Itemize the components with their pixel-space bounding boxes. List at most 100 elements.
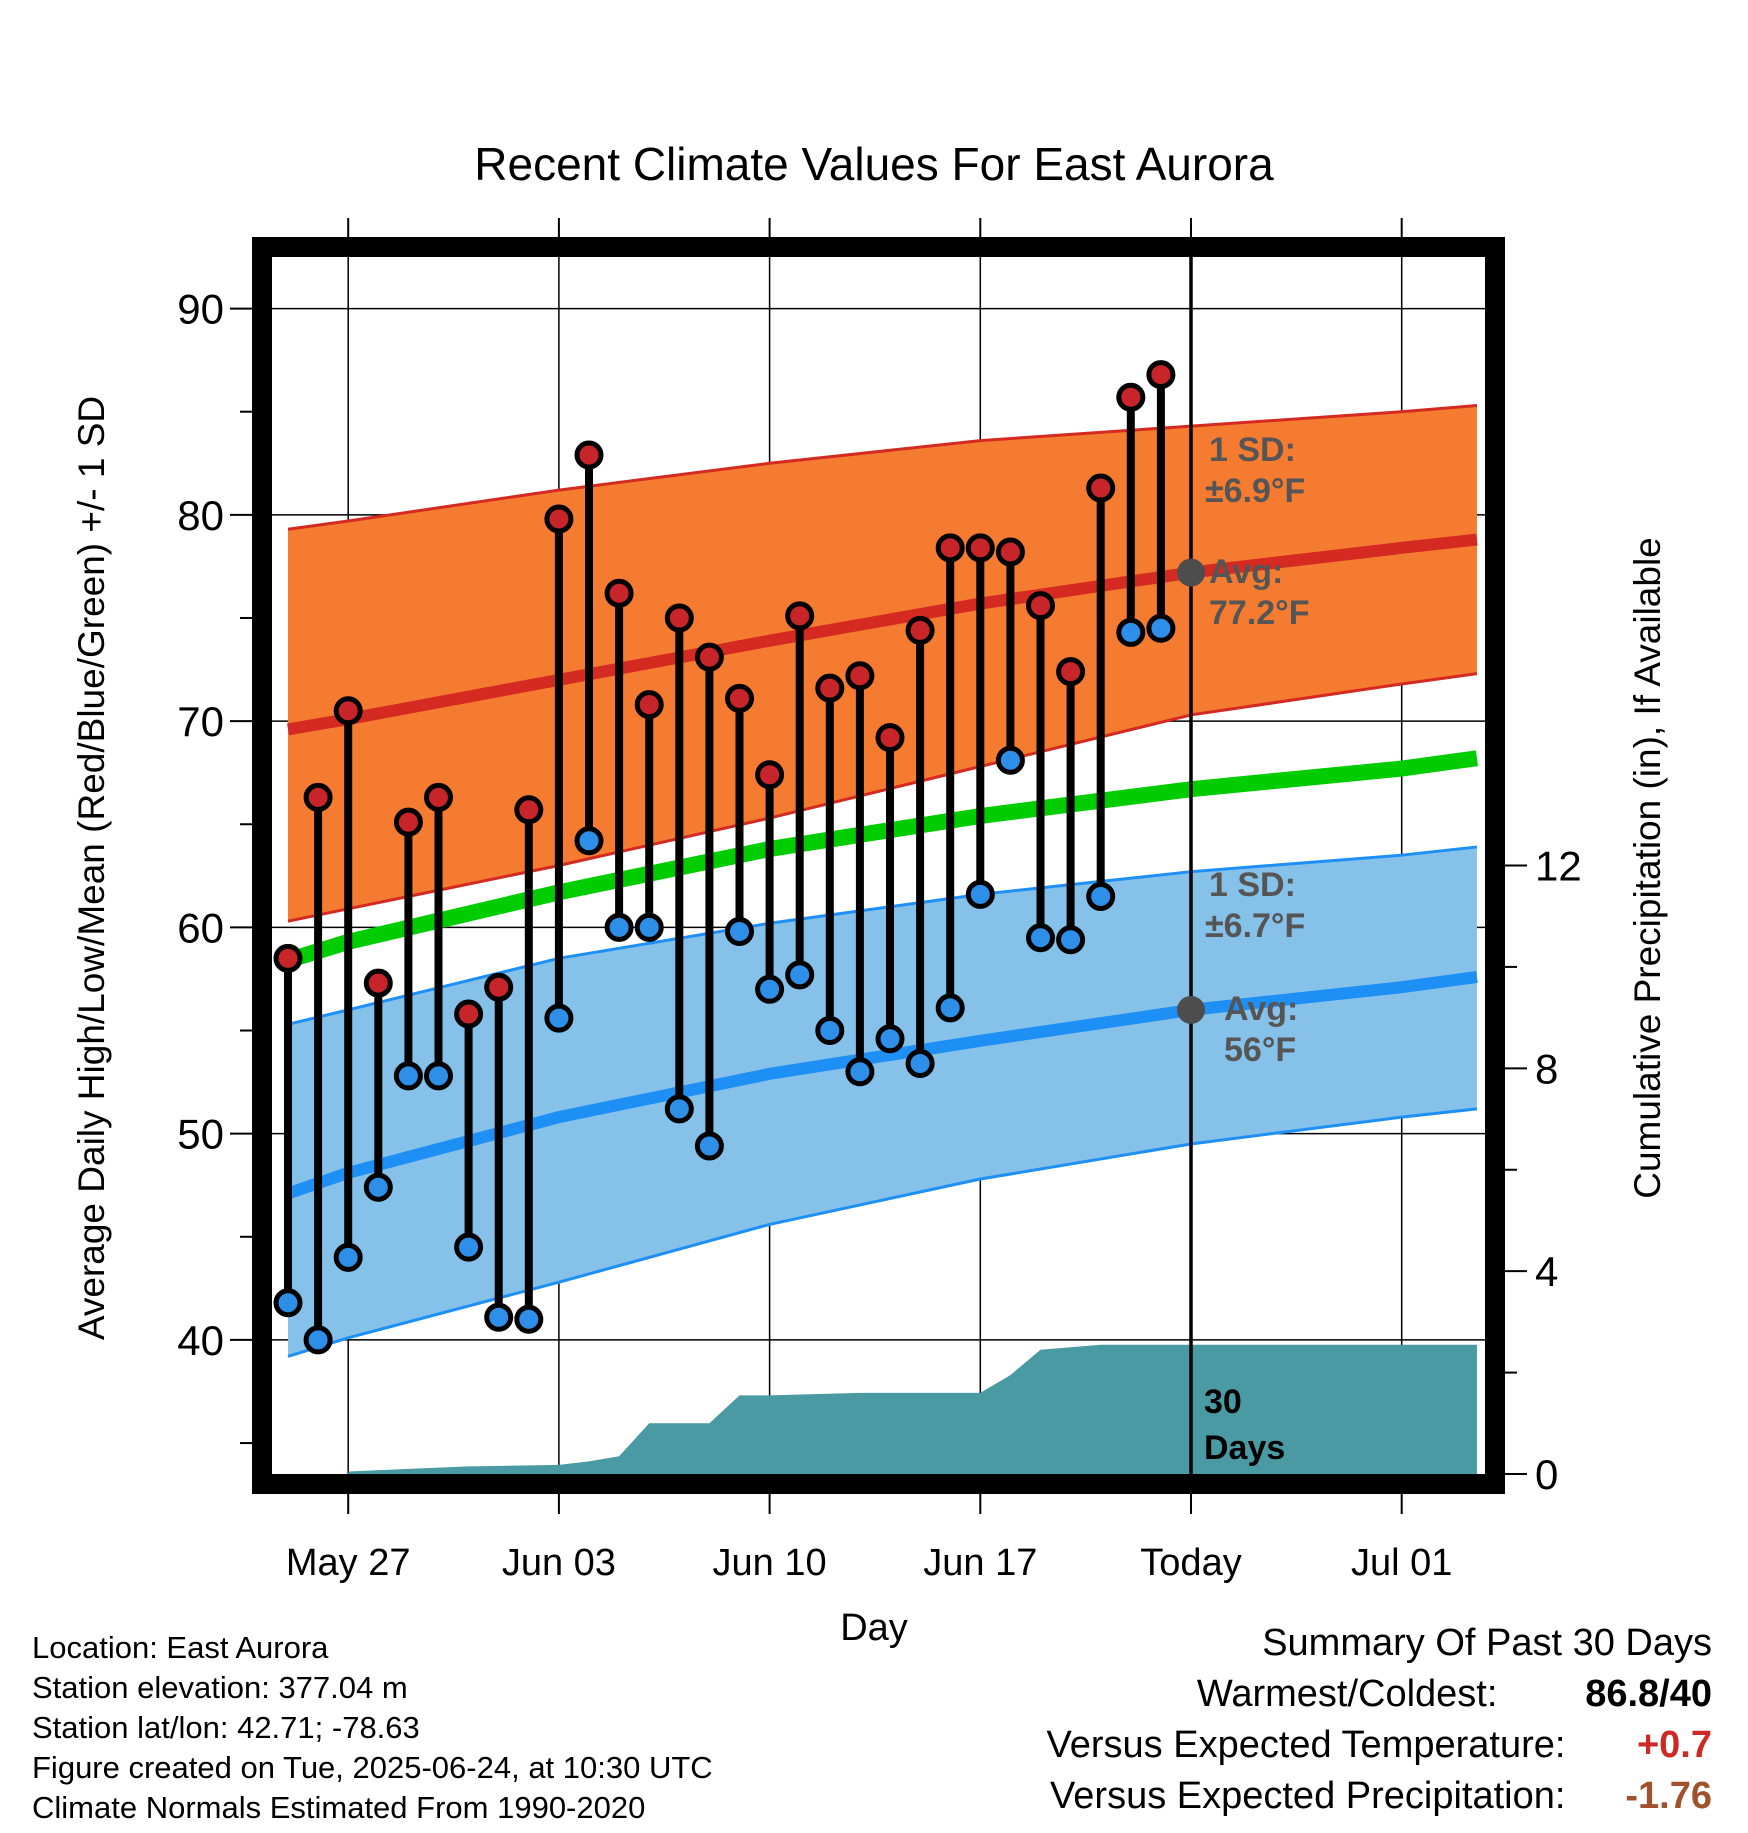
x-axis-label: Day	[840, 1607, 908, 1649]
today-low-average-marker	[1177, 995, 1205, 1024]
low-temp-point	[634, 912, 664, 942]
observations	[273, 360, 1176, 1355]
high-avg-value: 77.2°F	[1209, 594, 1310, 632]
high-sd-lower-line	[287, 672, 1478, 923]
low-temp-point	[965, 879, 995, 909]
x-tick-label: May 27	[286, 1542, 411, 1584]
high-temp-point	[514, 795, 544, 825]
low-temp-point	[1056, 925, 1086, 955]
x-tick-label: Jul 01	[1351, 1542, 1452, 1584]
low-sd-lower-line	[287, 1107, 1478, 1358]
high-temp-point	[424, 782, 453, 812]
x-tick-label: Jun 10	[713, 1542, 827, 1584]
window-label-days: Days	[1204, 1429, 1285, 1467]
plot-frame	[252, 237, 1505, 1494]
chart-title: Recent Climate Values For East Aurora	[474, 138, 1274, 190]
y2-tick-label: 12	[1535, 843, 1582, 890]
high-temp-point	[815, 673, 845, 703]
low-sd-label: 1 SD:	[1209, 866, 1296, 904]
high-temp-point	[725, 683, 754, 713]
high-temp-point	[363, 968, 393, 998]
y-tick-label: 80	[177, 492, 224, 539]
precip-value: -1.76	[1625, 1775, 1712, 1817]
high-temp-point	[1146, 360, 1176, 390]
high-temp-point	[393, 807, 423, 837]
y2-axis-label: Cumulative Precipitation (in), If Availa…	[1627, 537, 1668, 1199]
precip-layer	[348, 1344, 1477, 1474]
low-sd-value: ±6.7°F	[1205, 907, 1305, 945]
station-info: Location: East Aurora Station elevation:…	[32, 1628, 713, 1828]
summary-heading: Summary Of Past 30 Days	[1262, 1622, 1712, 1664]
high-temp-point	[845, 661, 875, 691]
high-temp-point	[1116, 382, 1146, 412]
high-temp-point	[1026, 591, 1055, 621]
high-temp-point	[544, 504, 574, 534]
high-temp-point	[664, 603, 694, 633]
high-average-line	[286, 533, 1478, 736]
x-tick-label: Jun 17	[923, 1542, 1037, 1584]
low-temp-point	[785, 960, 815, 990]
low-temp-point	[484, 1302, 514, 1332]
low-temp-point	[694, 1131, 724, 1161]
high-temp-point	[785, 601, 815, 631]
high-temp-point	[755, 760, 785, 790]
high-avg-label: Avg:	[1209, 553, 1283, 591]
low-temp-point	[393, 1061, 423, 1091]
x-tick-label: Jun 03	[502, 1542, 616, 1584]
high-temp-point	[604, 578, 634, 608]
low-temp-point	[905, 1049, 935, 1079]
y-tick-label: 90	[177, 286, 224, 333]
axes: 40 50 60 70 80 90 0 4 8 12 May 27 Jun 03 Jun 10 Jun 1…	[177, 218, 1582, 1584]
y-tick-label: 50	[177, 1111, 224, 1158]
high-temp-point	[333, 696, 363, 726]
low-temp-point	[604, 912, 634, 942]
low-temp-point	[664, 1094, 694, 1124]
latlon-text: Station lat/lon: 42.71; -78.63	[32, 1710, 420, 1745]
precip-label: Versus Expected Precipitation:	[1050, 1775, 1566, 1817]
low-temp-point	[995, 745, 1025, 775]
low-temp-point	[1116, 617, 1146, 647]
high-temp-point	[905, 615, 935, 645]
high-temp-point	[273, 943, 303, 973]
elevation-text: Station elevation: 377.04 m	[32, 1670, 408, 1705]
y2-tick-label: 4	[1535, 1248, 1558, 1295]
warm-cold-label: Warmest/Coldest:	[1196, 1673, 1498, 1715]
high-temp-point	[965, 533, 995, 563]
high-temp-point	[694, 642, 724, 672]
y2-tick-label: 0	[1535, 1451, 1558, 1498]
temp-value: +0.7	[1636, 1724, 1712, 1766]
y-axis-label: Average Daily High/Low/Mean (Red/Blue/Gr…	[71, 396, 112, 1340]
low-temp-point	[935, 993, 965, 1023]
high-temp-point	[995, 537, 1025, 567]
high-temp-point	[935, 533, 965, 563]
low-temp-point	[363, 1172, 393, 1202]
low-sd-band	[288, 846, 1477, 1357]
x-tick-label: Today	[1140, 1542, 1241, 1584]
low-temp-point	[875, 1024, 905, 1054]
y-tick-label: 60	[177, 904, 224, 951]
low-temp-point	[1086, 881, 1116, 911]
low-temp-point	[273, 1288, 303, 1318]
y-tick-label: 70	[177, 698, 224, 745]
high-temp-point	[574, 440, 604, 470]
high-temp-point	[634, 690, 664, 720]
high-temp-point	[484, 972, 514, 1002]
location-text: Location: East Aurora	[32, 1630, 329, 1665]
today-high-average-marker	[1177, 558, 1205, 587]
low-temp-point	[514, 1304, 544, 1334]
high-temp-point	[454, 999, 484, 1029]
window-label-number: 30	[1204, 1383, 1242, 1421]
low-temp-point	[574, 826, 604, 856]
normals-text: Climate Normals Estimated From 1990-2020	[32, 1790, 646, 1825]
low-avg-label: Avg:	[1224, 990, 1298, 1028]
low-temp-point	[815, 1016, 845, 1046]
summary-panel: Summary Of Past 30 Days Warmest/Coldest:…	[1047, 1618, 1712, 1822]
summary-temp-row: Versus Expected Temperature: +0.7	[1047, 1720, 1712, 1771]
cumulative-precip-area	[348, 1344, 1477, 1474]
y-tick-label: 40	[177, 1317, 224, 1364]
mean-average-line	[285, 750, 1479, 969]
y2-tick-label: 8	[1535, 1045, 1558, 1092]
high-temp-point	[875, 723, 905, 753]
annotations: 1 SD: ±6.9°F Avg: 77.2°F 1 SD: ±6.7°F Av…	[1204, 431, 1310, 1467]
high-sd-value: ±6.9°F	[1205, 472, 1305, 510]
